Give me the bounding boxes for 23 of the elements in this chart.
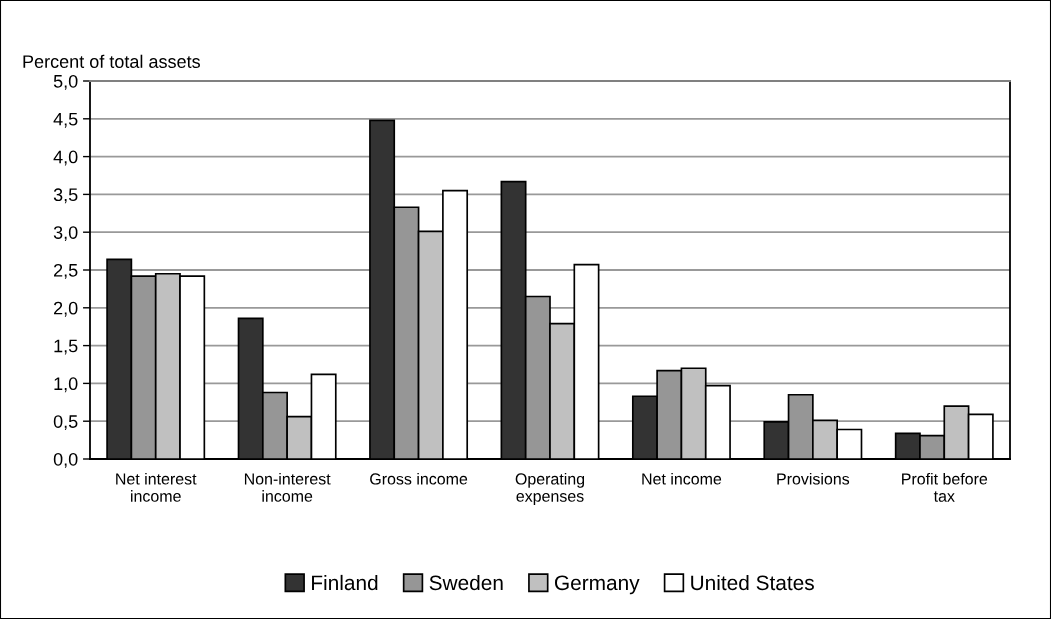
y-tick-label: 2,5 [54, 263, 78, 279]
x-tick-label: Gross income [370, 472, 468, 485]
y-tick-label: 0,5 [53, 415, 78, 431]
y-tick-label: 3,5 [53, 188, 78, 204]
legend-label: Germany [554, 575, 640, 595]
y-tick-label: 3,0 [53, 226, 78, 242]
y-tick-label: 4,5 [53, 112, 78, 128]
x-tick-label: Net interest income [116, 472, 197, 502]
y-tick-label: 4,0 [53, 150, 78, 166]
x-tick-label: Profit before tax [902, 472, 988, 502]
y-tick-label: 1,5 [54, 339, 78, 355]
x-tick-label: Net income [642, 472, 722, 485]
legend-label: Finland [312, 574, 378, 591]
legend-label: United States [691, 574, 814, 591]
x-tick-label: Provisions [777, 472, 850, 485]
y-tick-label: 2,0 [54, 301, 78, 317]
x-tick-label: Non-interest income [244, 472, 331, 502]
x-tick-label: Operating expenses [515, 472, 585, 505]
y-tick-label: 0,0 [53, 452, 78, 468]
y-tick-label: 1,0 [54, 377, 78, 393]
legend-label: Sweden [429, 574, 503, 591]
y-axis-title: Percent of total assets [23, 54, 200, 68]
y-tick-label: 5,0 [53, 74, 78, 90]
